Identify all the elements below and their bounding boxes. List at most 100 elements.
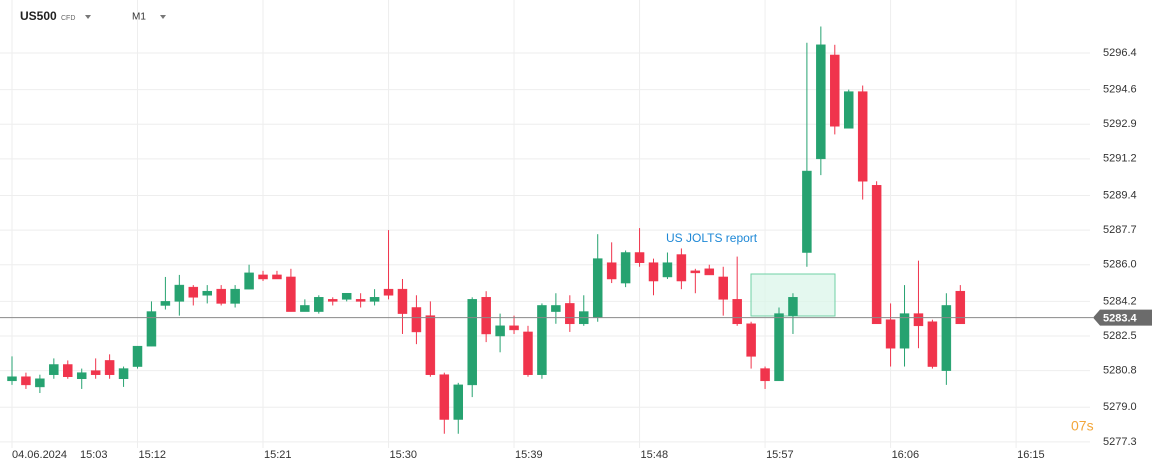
candle-body <box>397 288 408 314</box>
instrument-type: CFD <box>61 15 75 22</box>
candle-body <box>341 292 352 300</box>
candle-body <box>286 276 296 312</box>
y-tick-label: 5277.3 <box>1103 436 1137 448</box>
candle-body <box>718 276 728 300</box>
candle-body <box>258 274 268 280</box>
candle-body <box>355 299 366 302</box>
candle-body <box>230 288 240 304</box>
candle-body <box>132 345 143 367</box>
candle-body <box>523 331 533 375</box>
candle-body <box>7 376 17 382</box>
candle-body <box>537 305 547 375</box>
candle-body <box>244 272 254 290</box>
x-tick-label: 15:30 <box>390 449 418 461</box>
candle-body <box>648 262 659 282</box>
candle-body <box>899 313 910 349</box>
candle-body <box>383 288 394 296</box>
candle-body <box>927 321 938 367</box>
candle-body <box>300 305 310 312</box>
grid <box>0 0 1090 448</box>
candle-body <box>746 323 756 357</box>
candle-body <box>327 299 338 302</box>
candle-body <box>104 360 115 375</box>
candle-body <box>802 170 812 253</box>
candle-body <box>174 284 185 302</box>
candle-body <box>913 313 924 327</box>
y-tick-label: 5296.4 <box>1103 47 1137 59</box>
candle-body <box>63 364 73 377</box>
candle-body <box>843 91 854 129</box>
candle-body <box>202 290 212 296</box>
candle-body <box>21 376 31 386</box>
candle-body <box>620 252 631 284</box>
candle-body <box>634 252 645 263</box>
candle-body <box>690 270 701 274</box>
candle-body <box>704 268 715 276</box>
candle-body <box>35 378 45 388</box>
candle-body <box>118 368 129 380</box>
x-tick-label: 16:15 <box>1017 449 1045 461</box>
candle-body <box>885 319 896 349</box>
last-price-label: 5283.4 <box>1103 313 1138 325</box>
candle-body <box>941 305 952 371</box>
candle-body <box>774 313 784 382</box>
countdown: 07s <box>1071 418 1094 434</box>
candle-body <box>272 274 282 280</box>
candle-body <box>732 299 742 325</box>
y-tick-label: 5294.6 <box>1103 84 1137 96</box>
candle-body <box>788 297 798 316</box>
x-tick-label: 15:48 <box>641 449 669 461</box>
candle-body <box>592 258 603 318</box>
candle-body <box>216 288 226 304</box>
candle-body <box>369 297 380 302</box>
candle-body <box>830 54 840 127</box>
x-tick-label: 15:12 <box>139 449 167 461</box>
candle-body <box>676 254 687 282</box>
symbol[interactable]: US500 <box>20 9 57 23</box>
candle-body <box>76 372 87 380</box>
candle-body <box>760 368 770 382</box>
candle-body <box>425 315 436 375</box>
y-tick-label: 5280.8 <box>1103 365 1137 377</box>
candle-body <box>467 299 477 386</box>
candle-body <box>411 307 422 333</box>
candle-body <box>481 297 491 335</box>
x-tick-label: 15:21 <box>264 449 292 461</box>
symbol-dropdown[interactable] <box>85 15 91 19</box>
y-tick-label: 5292.9 <box>1103 118 1137 130</box>
candle-body <box>871 185 882 325</box>
y-tick-label: 5291.2 <box>1103 153 1137 165</box>
timeframe-dropdown[interactable] <box>160 15 166 19</box>
candle-body <box>955 290 966 325</box>
candle-body <box>857 91 868 182</box>
x-tick-label: 15:39 <box>515 449 543 461</box>
y-tick-label: 5284.2 <box>1103 295 1137 307</box>
candle-body <box>551 305 561 312</box>
candle-body <box>314 297 324 312</box>
candle-body <box>509 325 519 331</box>
date-label: 04.06.2024 <box>12 449 67 461</box>
candle-body <box>49 364 59 375</box>
candle-body <box>453 384 464 420</box>
x-tick-label: 15:57 <box>766 449 794 461</box>
candle-body <box>816 44 826 160</box>
last-price-tag <box>1093 309 1152 326</box>
candles <box>7 26 966 434</box>
candle-body <box>160 301 171 306</box>
annotation: US JOLTS report <box>666 231 758 245</box>
timeframe[interactable]: M1 <box>132 12 146 23</box>
candle-body <box>90 370 101 375</box>
candle-body <box>662 262 673 278</box>
candle-body <box>188 286 199 298</box>
y-tick-label: 5279.0 <box>1103 401 1137 413</box>
y-tick-label: 5287.7 <box>1103 224 1137 236</box>
x-tick-label: 15:03 <box>80 449 108 461</box>
y-tick-label: 5282.5 <box>1103 330 1137 342</box>
y-tick-label: 5289.4 <box>1103 189 1137 201</box>
candle-body <box>146 311 157 347</box>
candle-body <box>606 262 617 280</box>
candle-body <box>439 374 450 420</box>
y-tick-label: 5286.0 <box>1103 259 1137 271</box>
x-tick-label: 16:06 <box>892 449 920 461</box>
